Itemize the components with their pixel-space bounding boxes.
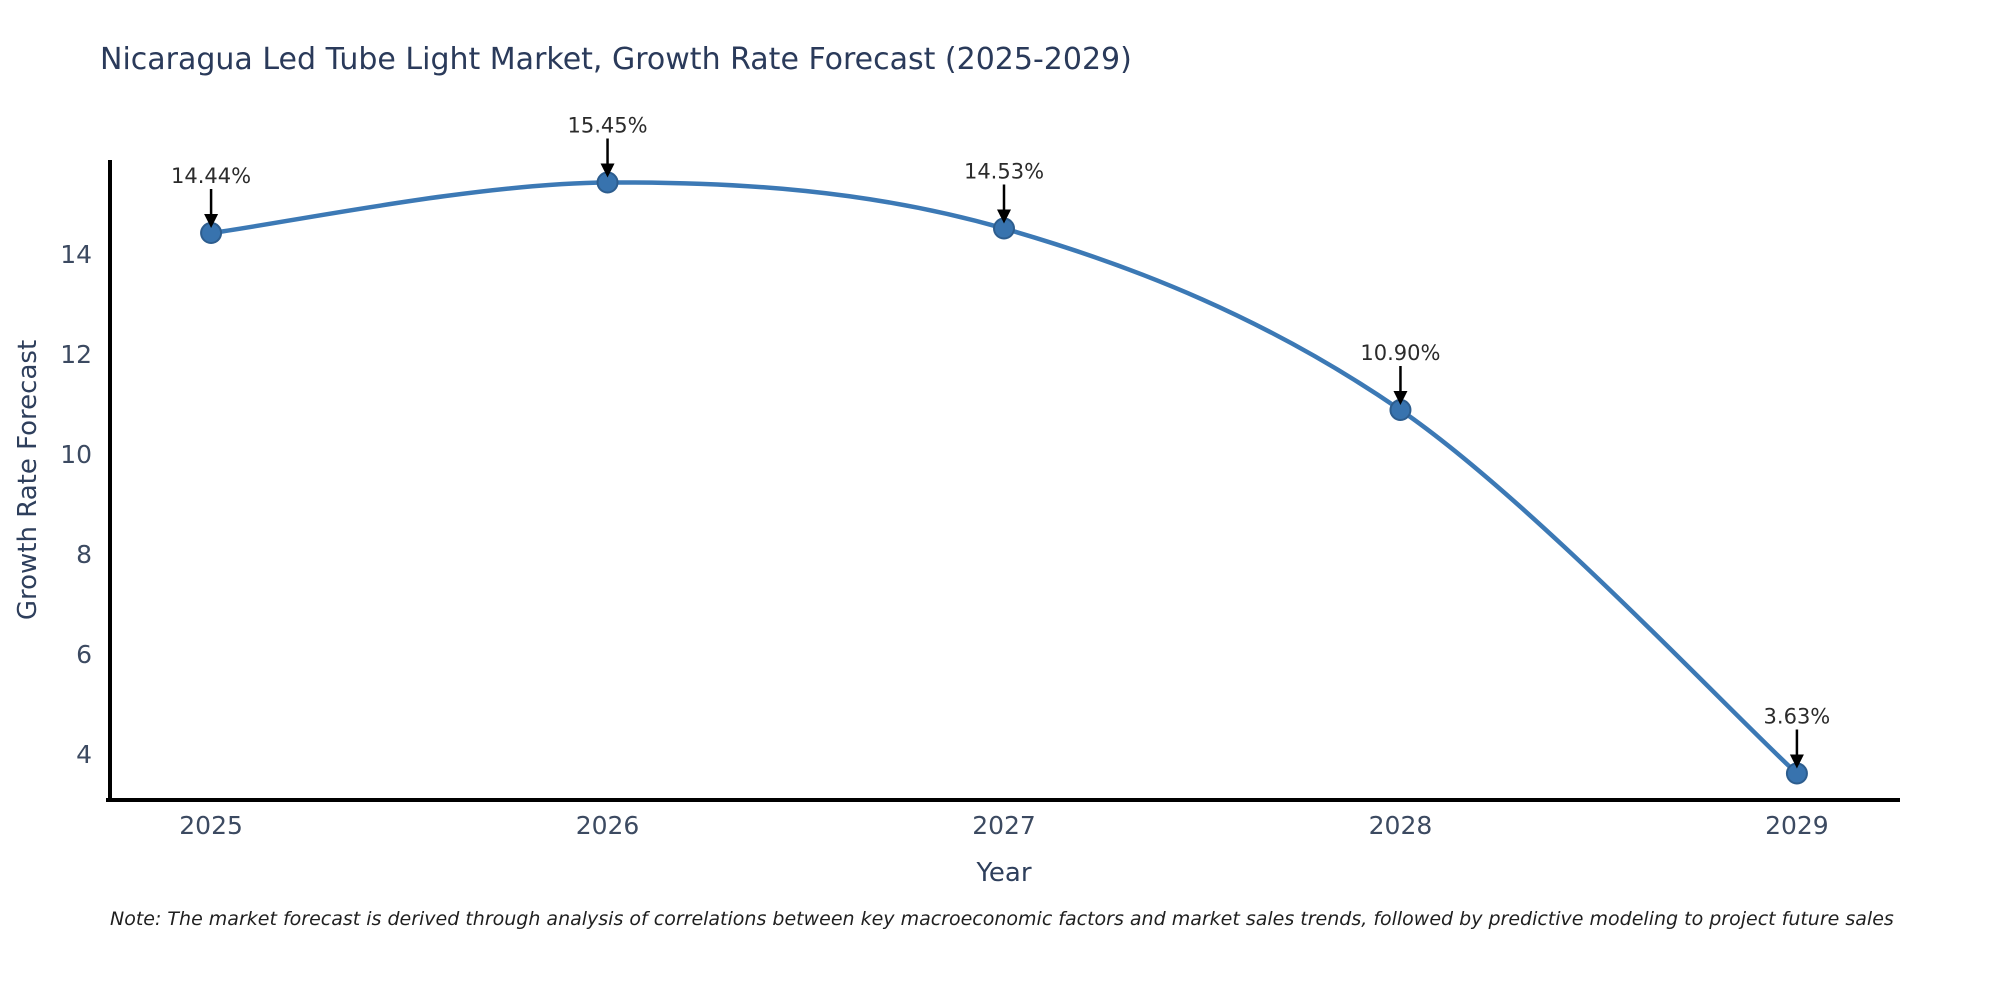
x-tick-label: 2025 [179,811,243,840]
x-tick-label: 2027 [972,811,1036,840]
annotation-label: 15.45% [568,114,648,138]
x-tick-label: 2026 [576,811,640,840]
footnote: Note: The market forecast is derived thr… [110,908,1894,930]
line-series [208,180,1800,776]
annotation-label: 14.53% [964,160,1044,184]
annotation-arrowhead [1393,391,1408,405]
annotation-arrowhead [1789,754,1804,769]
y-tick-label: 14 [60,240,92,269]
y-tick-label: 4 [76,740,92,769]
y-tick-label: 8 [76,540,92,569]
annotation-label: 10.90% [1360,341,1440,365]
y-tick-label: 12 [60,340,92,369]
chart-title: Nicaragua Led Tube Light Market, Growth … [100,42,1132,77]
x-tick-label: 2029 [1765,811,1829,840]
y-tick-label: 6 [76,640,92,669]
annotation-arrowhead [997,209,1011,224]
y-tick-label: 10 [60,440,92,469]
x-tick-label: 2028 [1369,811,1433,840]
annotation-arrowhead [600,163,615,178]
annotation-label: 3.63% [1764,705,1831,729]
annotation-label: 14.44% [171,164,251,188]
x-axis-title: Year [976,858,1032,888]
annotation-arrowhead [204,214,219,228]
